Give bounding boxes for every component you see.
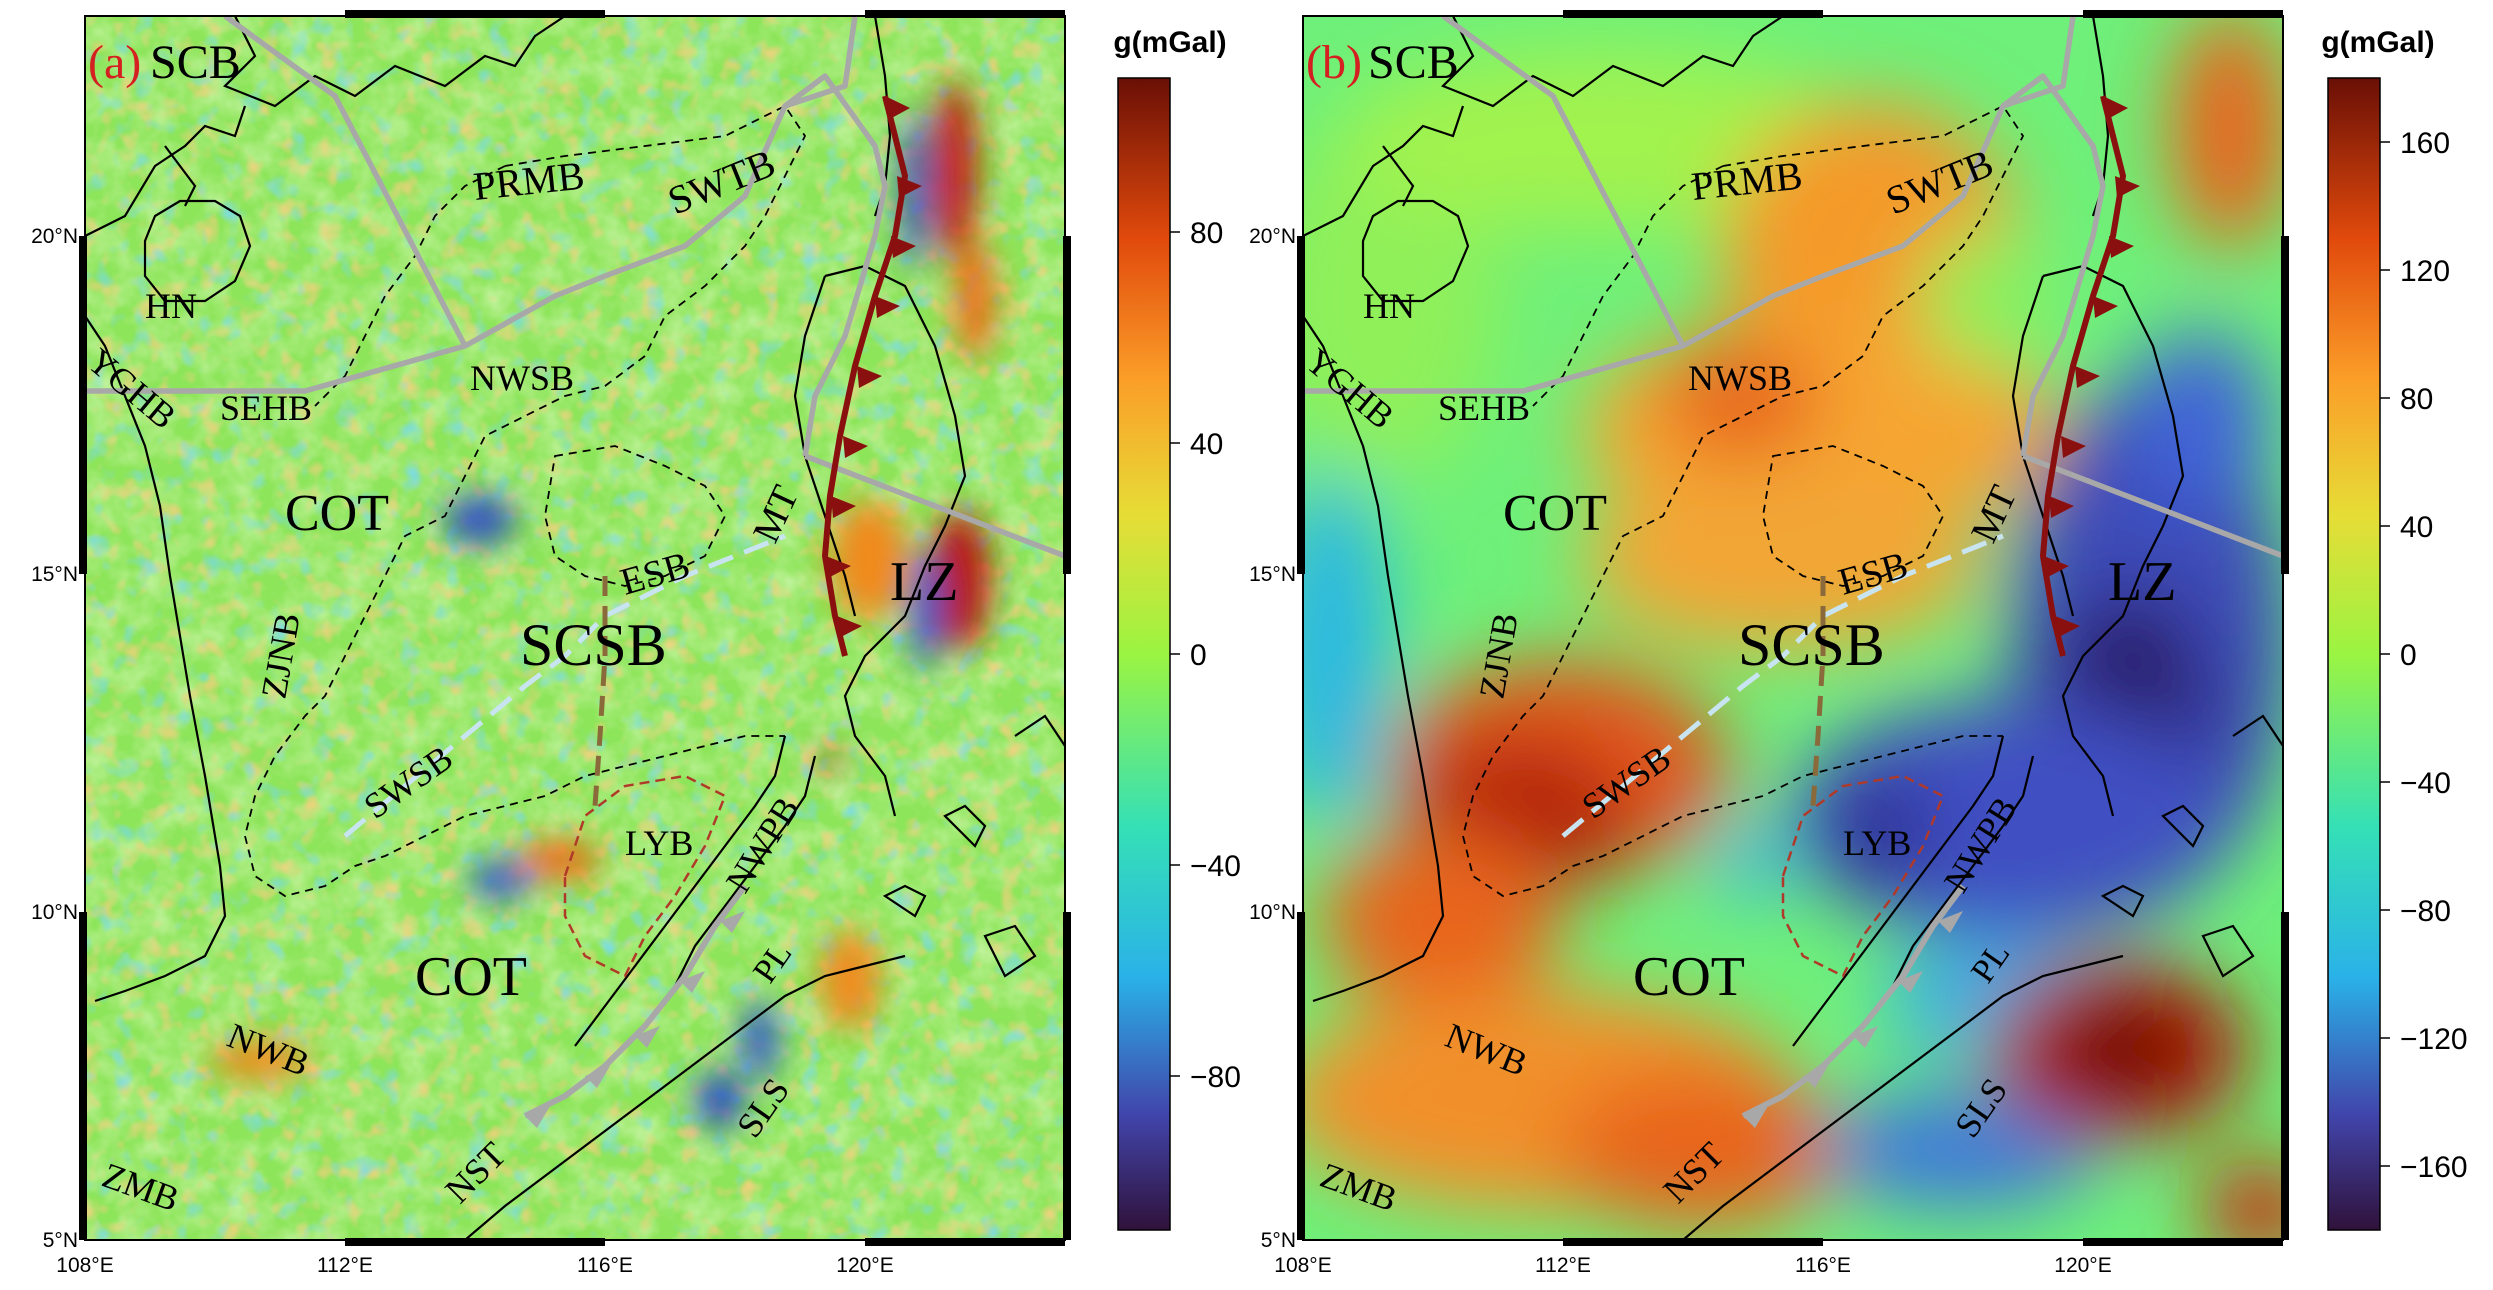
label-nwsb: NWSB xyxy=(1688,358,1792,398)
label-cot-south: COT xyxy=(1633,946,1745,1008)
colorbar-tick: −80 xyxy=(1190,1061,1241,1094)
colorbar-tick: 0 xyxy=(2400,639,2417,672)
colorbar-tick: 40 xyxy=(1190,428,1223,461)
colorbar-title: g(mGal) xyxy=(1113,26,1226,59)
label-scsb: SCSB xyxy=(1738,612,1885,678)
label-lz: LZ xyxy=(890,551,958,613)
label-hn: HN xyxy=(1363,286,1415,326)
label-scb: SCB xyxy=(1368,36,1459,89)
label-hn: HN xyxy=(145,286,197,326)
colorbar-tick: 80 xyxy=(1190,217,1223,250)
panel-a-axis-labels: 108°E 112°E 116°E 120°E 20°N 15°N 10°N 5… xyxy=(31,225,894,1277)
lon-tick: 108°E xyxy=(1274,1254,1331,1277)
panel-a-colorbar: g(mGal) 80 40 0 −40 −80 xyxy=(1113,26,1241,1231)
label-lz: LZ xyxy=(2108,551,2176,613)
panel-b-axis-labels: 108°E 112°E 116°E 120°E 20°N 15°N 10°N 5… xyxy=(1249,225,2112,1277)
lat-tick: 20°N xyxy=(31,225,78,248)
lat-tick: 10°N xyxy=(1249,901,1296,924)
lon-tick: 120°E xyxy=(2054,1254,2111,1277)
lon-tick: 120°E xyxy=(836,1254,893,1277)
panel-b-border-bars xyxy=(1297,10,2289,1246)
lat-tick: 10°N xyxy=(31,901,78,924)
colorbar-tick: 80 xyxy=(2400,383,2433,416)
panel-a-gravity-field xyxy=(85,16,1065,1240)
colorbar-ramp xyxy=(1117,77,1171,1231)
lat-tick: 15°N xyxy=(1249,563,1296,586)
label-nwsb: NWSB xyxy=(470,358,574,398)
colorbar-tick: −80 xyxy=(2400,895,2451,928)
label-sehb: SEHB xyxy=(1438,388,1530,428)
colorbar-tick: −120 xyxy=(2400,1023,2468,1056)
lat-tick: 15°N xyxy=(31,563,78,586)
label-scsb: SCSB xyxy=(520,612,667,678)
panel-a-border-bars xyxy=(79,10,1071,1246)
colorbar-title: g(mGal) xyxy=(2321,26,2434,59)
panel-b-colorbar: g(mGal) 160 120 80 40 0 −40 −80 xyxy=(2321,26,2468,1231)
lat-tick: 5°N xyxy=(43,1229,78,1252)
lat-tick: 5°N xyxy=(1261,1229,1296,1252)
panel-b-gravity-field xyxy=(1303,16,2283,1240)
label-cot-north: COT xyxy=(1503,485,1607,542)
label-scb: SCB xyxy=(150,36,241,89)
colorbar-tick: −40 xyxy=(2400,767,2451,800)
colorbar-tick: 0 xyxy=(1190,639,1207,672)
label-sehb: SEHB xyxy=(220,388,312,428)
colorbar-tick: −40 xyxy=(1190,850,1241,883)
colorbar-tick: 160 xyxy=(2400,127,2450,160)
lon-tick: 112°E xyxy=(1535,1254,1591,1277)
panel-a-tag: (a) xyxy=(88,36,141,89)
lon-tick: 112°E xyxy=(317,1254,373,1277)
colorbar-ramp xyxy=(2327,77,2381,1231)
lon-tick: 116°E xyxy=(577,1254,633,1277)
label-lyb: LYB xyxy=(625,823,693,863)
panel-b-tag: (b) xyxy=(1306,36,1362,89)
lon-tick: 116°E xyxy=(1795,1254,1851,1277)
label-cot-north: COT xyxy=(285,485,389,542)
lon-tick: 108°E xyxy=(56,1254,113,1277)
colorbar-tick: 40 xyxy=(2400,511,2433,544)
panel-a: (a) SCB PRMB SWTB HN YGHB SEHB NWSB COT … xyxy=(31,10,1241,1277)
label-lyb: LYB xyxy=(1843,823,1911,863)
panel-b: (b) SCB PRMB SWTB HN YGHB SEHB NWSB COT … xyxy=(1249,10,2468,1277)
label-cot-south: COT xyxy=(415,946,527,1008)
colorbar-tick: 120 xyxy=(2400,255,2450,288)
colorbar-tick: −160 xyxy=(2400,1151,2468,1184)
lat-tick: 20°N xyxy=(1249,225,1296,248)
